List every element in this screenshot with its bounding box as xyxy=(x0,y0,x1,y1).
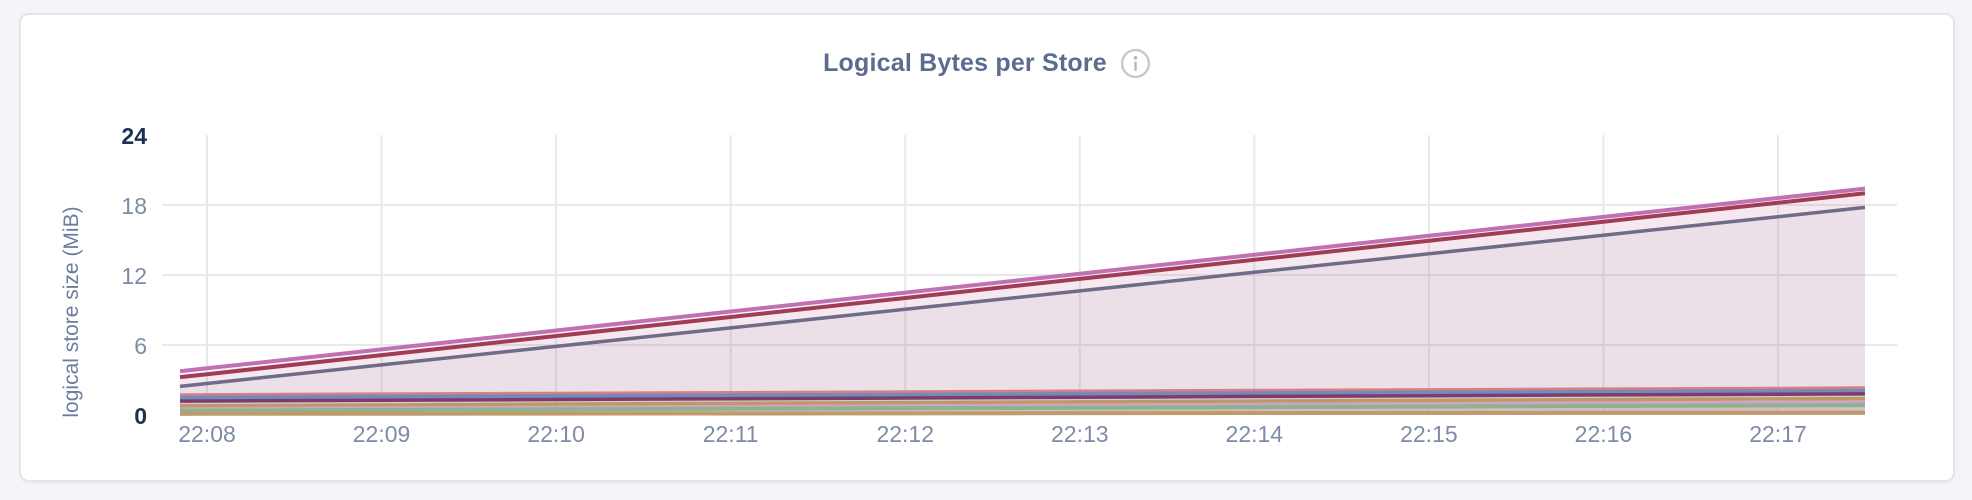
line-series-5 xyxy=(179,388,1866,400)
chart-card: Logical Bytes per Store logical store si… xyxy=(19,13,1955,482)
chart-header: Logical Bytes per Store xyxy=(21,48,1953,79)
line-series-1 xyxy=(179,186,1866,374)
area-fill-series-3 xyxy=(180,207,1865,415)
line-series-8 xyxy=(179,400,1866,411)
chart-title: Logical Bytes per Store xyxy=(823,49,1107,77)
area-fill-series-1 xyxy=(180,188,1865,415)
chart-plot-area[interactable] xyxy=(21,15,1957,484)
line-series-6 xyxy=(179,392,1866,403)
line-series-9 xyxy=(179,403,1866,413)
info-icon[interactable] xyxy=(1120,48,1151,79)
line-series-3 xyxy=(179,205,1866,389)
line-series-10 xyxy=(179,410,1866,416)
line-series-2 xyxy=(179,191,1866,380)
area-fill-series-2 xyxy=(180,193,1865,415)
line-series-7 xyxy=(179,396,1866,408)
line-series-4 xyxy=(179,386,1866,397)
